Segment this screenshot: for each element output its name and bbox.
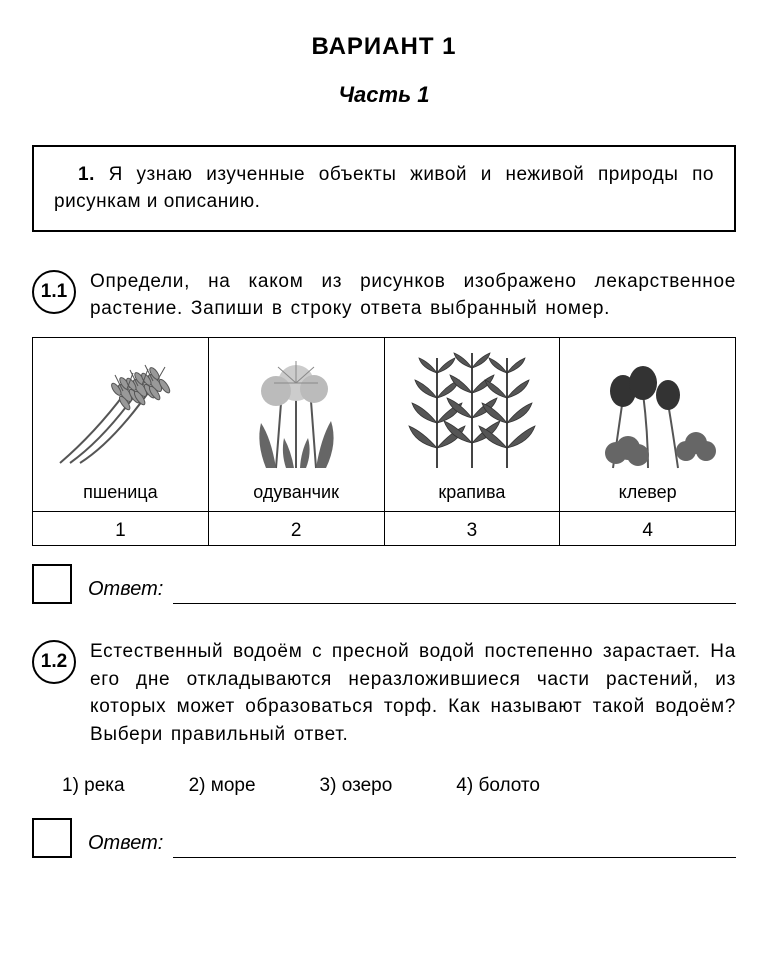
answer-checkbox[interactable] [32,564,72,604]
intro-number: 1. [78,164,95,185]
plants-table: пшеница [32,337,736,546]
question-text: Определи, на каком из рисунков изображен… [90,268,736,323]
options-row: 1) река 2) море 3) озеро 4) болото [32,772,736,800]
plant-number: 3 [384,511,560,545]
question-badge: 1.2 [32,640,76,684]
option-item[interactable]: 1) река [62,772,125,800]
wheat-icon [55,363,185,473]
nettle-icon [397,338,547,473]
option-item[interactable]: 4) болото [456,772,540,800]
plant-number: 1 [33,511,209,545]
intro-box: 1. Я узнаю изученные объекты живой и неж… [32,145,736,232]
answer-row-1: Ответ: [32,564,736,604]
intro-text: Я узнаю изученные объекты живой и неживо… [54,164,714,213]
plant-label: пшеница [83,479,158,505]
plant-cell: крапива [384,337,560,511]
page-subtitle: Часть 1 [32,79,736,111]
plant-label: клевер [619,479,677,505]
page-title: ВАРИАНТ 1 [32,30,736,65]
clover-icon [578,353,718,473]
plant-number: 2 [208,511,384,545]
answer-label: Ответ: [88,829,163,858]
question-1-2: 1.2 Естественный водоём с пресной водой … [32,638,736,748]
question-1-1: 1.1 Определи, на каком из рисунков изобр… [32,268,736,323]
option-item[interactable]: 3) озеро [320,772,393,800]
plant-label: крапива [438,479,505,505]
answer-input[interactable] [173,836,736,858]
question-text: Естественный водоём с пресной водой пост… [90,638,736,748]
plant-number: 4 [560,511,736,545]
dandelion-icon [226,343,366,473]
plants-image-row: пшеница [33,337,736,511]
answer-label: Ответ: [88,575,163,604]
answer-checkbox[interactable] [32,818,72,858]
answer-row-2: Ответ: [32,818,736,858]
plant-cell: пшеница [33,337,209,511]
option-item[interactable]: 2) море [189,772,256,800]
question-badge: 1.1 [32,270,76,314]
plant-cell: одуванчик [208,337,384,511]
plants-number-row: 1 2 3 4 [33,511,736,545]
plant-label: одуванчик [253,479,339,505]
plant-cell: клевер [560,337,736,511]
answer-input[interactable] [173,582,736,604]
